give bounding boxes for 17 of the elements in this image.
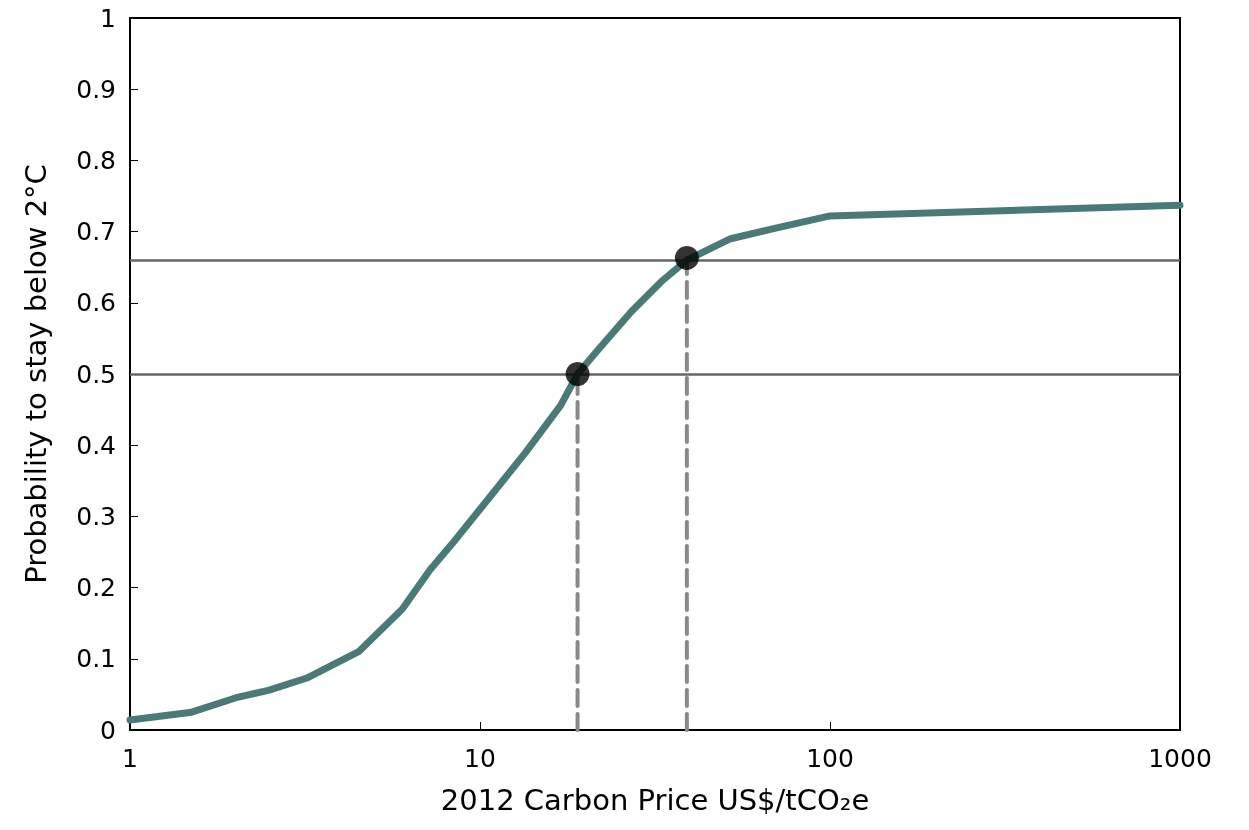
y-tick-label: 0.5 [76,359,116,389]
x-tick-label: 1000 [1148,744,1212,773]
x-tick-label: 10 [464,744,496,773]
x-tick-label: 100 [806,744,854,773]
y-tick-label: 0 [100,715,116,745]
y-tick-label: 0.6 [76,288,116,318]
y-tick-label: 1 [100,3,116,33]
y-tick-label: 0.1 [76,644,116,674]
y-tick-label: 0.7 [76,217,116,247]
x-tick-label: 1 [122,744,138,773]
y-tick-label: 0.8 [76,145,116,175]
y-tick-label: 0.9 [76,74,116,104]
y-tick-label: 0.2 [76,573,116,603]
y-tick-label: 0.3 [76,501,116,531]
y-axis-title: Probability to stay below 2°C [18,164,53,584]
y-tick-label: 0.4 [76,430,116,460]
x-axis-title: 2012 Carbon Price US$/tCO₂e [440,782,870,817]
